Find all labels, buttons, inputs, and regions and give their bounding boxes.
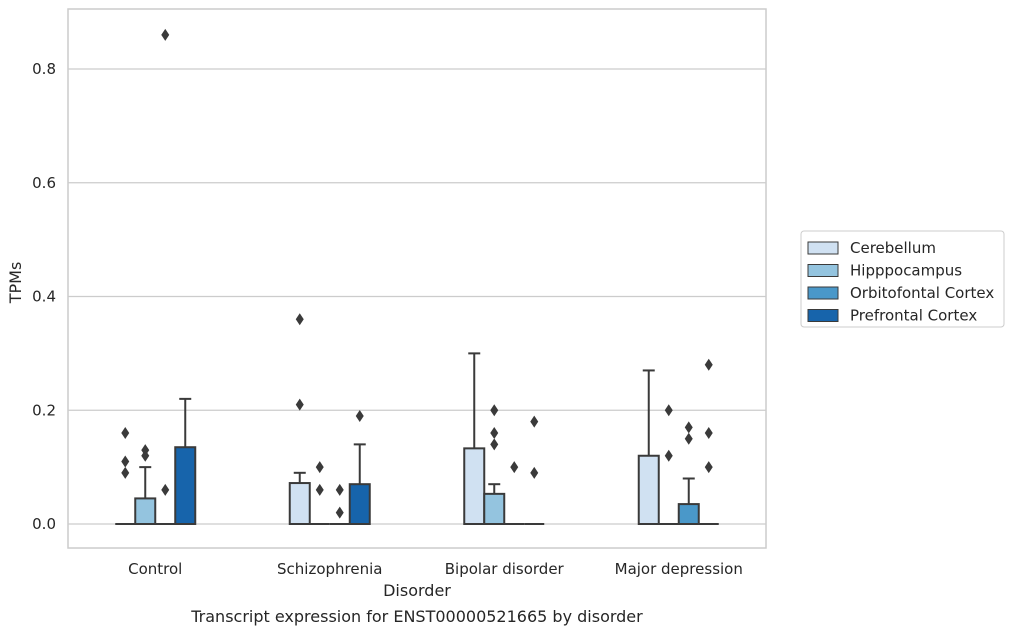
outlier-point: [684, 432, 693, 445]
box-body: [463, 447, 486, 526]
box-2-0: [463, 352, 486, 526]
gridlines: [68, 68, 766, 525]
legend-box: [800, 230, 1005, 328]
outlier-point: [510, 461, 519, 474]
outlier-point: [684, 421, 693, 434]
outlier-point: [530, 466, 539, 479]
outlier-point: [490, 438, 499, 451]
box-body: [677, 503, 700, 525]
legend-swatch: [807, 241, 839, 255]
box-3-3: [698, 358, 719, 525]
outlier-point: [704, 427, 713, 439]
outlier-point: [490, 427, 499, 439]
y-tick-label: 0.8: [32, 60, 56, 78]
box-0-3: [174, 397, 197, 525]
box-0-1: [134, 444, 157, 525]
legend-swatch: [807, 309, 839, 322]
outlier-point: [664, 404, 673, 417]
box-0-0: [115, 427, 136, 525]
box-1-1: [309, 461, 330, 525]
legend-label: Prefrontal Cortex: [850, 307, 977, 325]
y-tick-label: 0.6: [32, 174, 56, 192]
outlier-point: [315, 461, 324, 474]
box-0-2: [155, 28, 176, 525]
x-tick-label: Bipolar disorder: [445, 560, 565, 578]
outlier-point: [490, 404, 499, 417]
x-tick-label: Schizophrenia: [277, 560, 382, 578]
outlier-point: [664, 449, 673, 462]
outlier-point: [704, 358, 713, 371]
outlier-point: [121, 427, 130, 439]
x-tick-label: Major depression: [615, 560, 743, 578]
outlier-point: [704, 461, 713, 474]
outlier-point: [121, 455, 130, 468]
y-tick-label: 0.0: [32, 515, 56, 533]
box-3-0: [637, 369, 660, 525]
plot-frame: [67, 8, 767, 549]
outlier-point: [355, 409, 364, 422]
legend-label: Orbitofontal Cortex: [850, 284, 994, 302]
outlier-point: [295, 313, 304, 326]
box-3-2: [677, 421, 700, 525]
box-body: [483, 492, 506, 526]
legend-label: Hipppocampus: [850, 262, 962, 280]
box-3-1: [658, 404, 679, 525]
outlier-point: [335, 506, 344, 519]
axes: 0.0 0.2 0.4 0.6 0.8 Control Schizophrenia Bipol…: [32, 60, 743, 578]
legend-label: Cerebellum: [850, 239, 936, 257]
legend: Cerebellum Hipppocampus Orbitofontal Corte…: [800, 230, 1005, 328]
legend-swatch: [807, 264, 839, 277]
outlier-point: [161, 28, 170, 41]
y-tick-label: 0.4: [32, 288, 56, 306]
box-body: [134, 497, 157, 525]
box-1-2: [329, 483, 350, 525]
legend-swatch: [807, 286, 839, 300]
outlier-point: [141, 449, 150, 462]
box-2-1: [483, 404, 506, 526]
outlier-point: [335, 483, 344, 496]
box-1-0: [288, 313, 311, 525]
y-tick-label: 0.2: [32, 401, 56, 419]
outlier-point: [121, 466, 130, 479]
box-2-3: [524, 415, 545, 525]
box-body: [174, 446, 197, 525]
outlier-point: [161, 483, 170, 496]
outlier-point: [295, 398, 304, 411]
box-2-2: [504, 461, 525, 525]
box-1-3: [348, 409, 371, 525]
outlier-point: [530, 415, 539, 428]
plot-area: [115, 28, 719, 526]
box-body: [288, 482, 311, 525]
x-axis-title: Disorder: [383, 581, 451, 600]
outlier-point: [315, 483, 324, 496]
chart-caption: Transcript expression for ENST0000052166…: [190, 607, 643, 626]
x-tick-label: Control: [128, 560, 182, 578]
y-axis-title: TPMs: [6, 262, 25, 305]
box-body: [348, 483, 371, 525]
box-body: [637, 454, 660, 525]
